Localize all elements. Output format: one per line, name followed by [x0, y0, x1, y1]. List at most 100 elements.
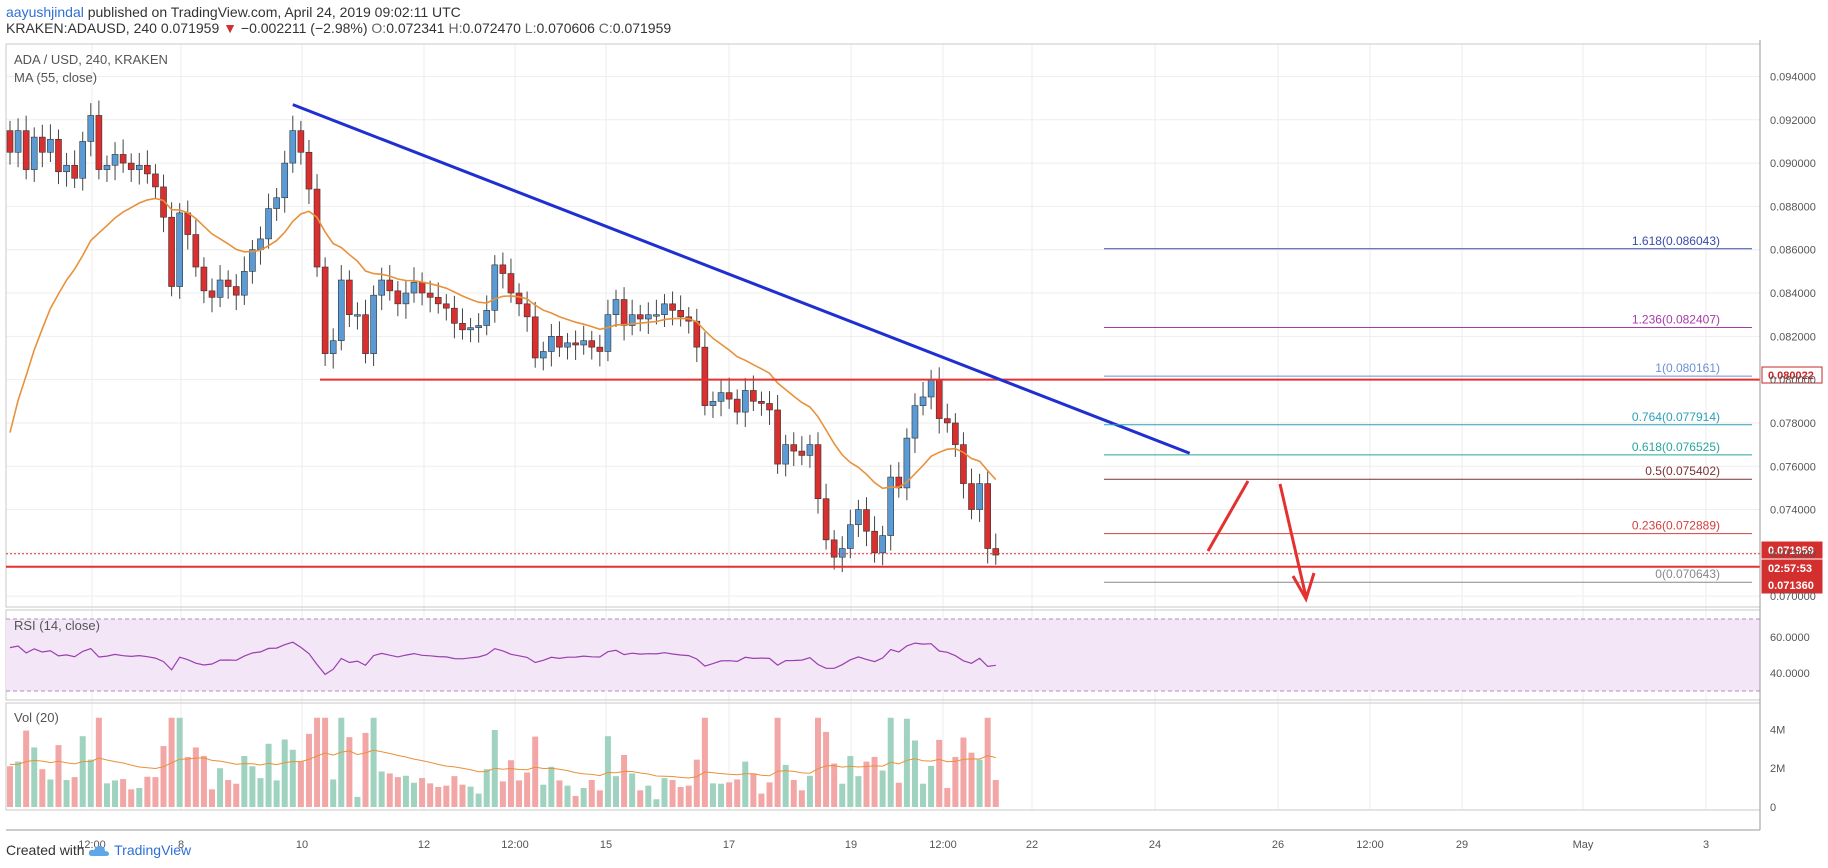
time-tick-label: 19: [845, 839, 857, 851]
candle-body: [346, 279, 353, 315]
low-label: L:: [524, 20, 537, 36]
volume-bar: [281, 739, 288, 807]
candle-body: [968, 483, 975, 510]
candle-body: [491, 264, 499, 311]
candle-body: [402, 292, 410, 305]
candle-body: [249, 249, 256, 272]
volume-bar: [798, 790, 805, 807]
candle-body: [548, 336, 555, 352]
open-label: O:: [371, 20, 387, 36]
chart-header: aayushjindal published on TradingView.co…: [6, 4, 671, 36]
candle-body: [329, 340, 337, 354]
candle-body: [507, 273, 515, 294]
volume-bar: [556, 780, 563, 807]
volume-bar: [241, 755, 248, 807]
high-value: 0.072470: [462, 20, 521, 36]
volume-bar: [419, 778, 426, 807]
time-tick-label: May: [1573, 839, 1594, 851]
open-value: 0.072341: [386, 20, 445, 36]
volume-bar: [95, 717, 102, 807]
candle-body: [313, 188, 321, 268]
volume-bar: [209, 789, 215, 807]
volume-bar: [200, 755, 207, 807]
volume-bar: [661, 778, 668, 807]
volume-bar: [507, 760, 514, 807]
volume-tick-label: 2M: [1770, 763, 1785, 775]
forecast-down-arrow-shaft: [1278, 483, 1308, 598]
volume-bar: [960, 737, 967, 807]
candle-body: [960, 444, 967, 484]
candle-body: [14, 130, 22, 153]
volume-bar: [386, 773, 393, 807]
volume-bar: [499, 781, 506, 807]
forecast-up-arrow: [1206, 480, 1250, 552]
volume-bar: [330, 779, 337, 807]
volume-bar: [944, 787, 951, 807]
rsi-pane-title: RSI (14, close): [14, 618, 100, 633]
candle-body: [653, 314, 660, 317]
candle-body: [135, 164, 143, 170]
volume-bar: [693, 759, 700, 807]
candle-body: [362, 314, 369, 354]
candle-body: [127, 162, 135, 170]
price-tick-label: 0.076000: [1770, 461, 1816, 473]
candle-body: [459, 323, 466, 331]
volume-bar: [709, 783, 716, 807]
volume-bar: [992, 780, 999, 807]
volume-bar: [15, 761, 22, 807]
candle-body: [806, 444, 814, 456]
volume-bar: [184, 756, 191, 807]
main-pane-frame: [5, 43, 1761, 608]
candle-body: [378, 279, 385, 296]
candle-body: [903, 437, 911, 489]
volume-bar: [928, 765, 935, 807]
volume-tick-label: 4M: [1770, 724, 1785, 736]
candle-body: [39, 136, 46, 153]
price-tick-label: 0.074000: [1770, 505, 1816, 517]
time-tick-label: 12:00: [501, 839, 529, 851]
volume-bar: [378, 771, 385, 807]
candle-body: [725, 392, 733, 400]
candle-body: [572, 342, 579, 346]
candle-body: [47, 138, 54, 153]
volume-bar: [23, 730, 30, 807]
candle-body: [556, 336, 563, 348]
candle-body: [628, 314, 636, 326]
volume-bar: [540, 784, 547, 807]
volume-bar: [895, 782, 902, 807]
candle-body: [855, 509, 862, 526]
tradingview-link[interactable]: TradingView: [114, 842, 192, 858]
price-tick-label: 0.082000: [1770, 331, 1816, 343]
candle-body: [321, 266, 329, 354]
volume-bar: [718, 783, 725, 807]
volume-bar: [87, 759, 94, 807]
volume-bar: [782, 764, 789, 807]
volume-bar: [346, 737, 353, 807]
candle-body: [208, 290, 216, 298]
candle-body: [604, 314, 612, 352]
candle-body: [515, 292, 523, 305]
candle-body: [79, 141, 87, 179]
close-label: C:: [598, 20, 613, 36]
resistance-price-tag-text: 0.080022: [1768, 370, 1814, 382]
author-link[interactable]: aayushjindal: [6, 4, 84, 20]
volume-bar: [297, 761, 304, 807]
time-tick-label: 22: [1026, 839, 1038, 851]
candle-body: [879, 535, 886, 554]
candle-body: [539, 351, 547, 359]
volume-bar: [63, 780, 70, 807]
candle-body: [418, 281, 426, 294]
volume-bar: [289, 749, 296, 807]
volume-bar: [588, 780, 595, 807]
volume-bar: [734, 779, 741, 807]
volume-bar: [322, 717, 329, 807]
fib-level-label: 1.618(0.086043): [1632, 234, 1720, 248]
candle-body: [6, 130, 14, 153]
rsi-line: [9, 641, 996, 676]
price-tick-label: 0.094000: [1770, 71, 1816, 83]
volume-bar: [815, 717, 821, 807]
candle-body: [863, 509, 870, 532]
candle-body: [224, 279, 232, 287]
descending-trendline: [292, 103, 1191, 455]
